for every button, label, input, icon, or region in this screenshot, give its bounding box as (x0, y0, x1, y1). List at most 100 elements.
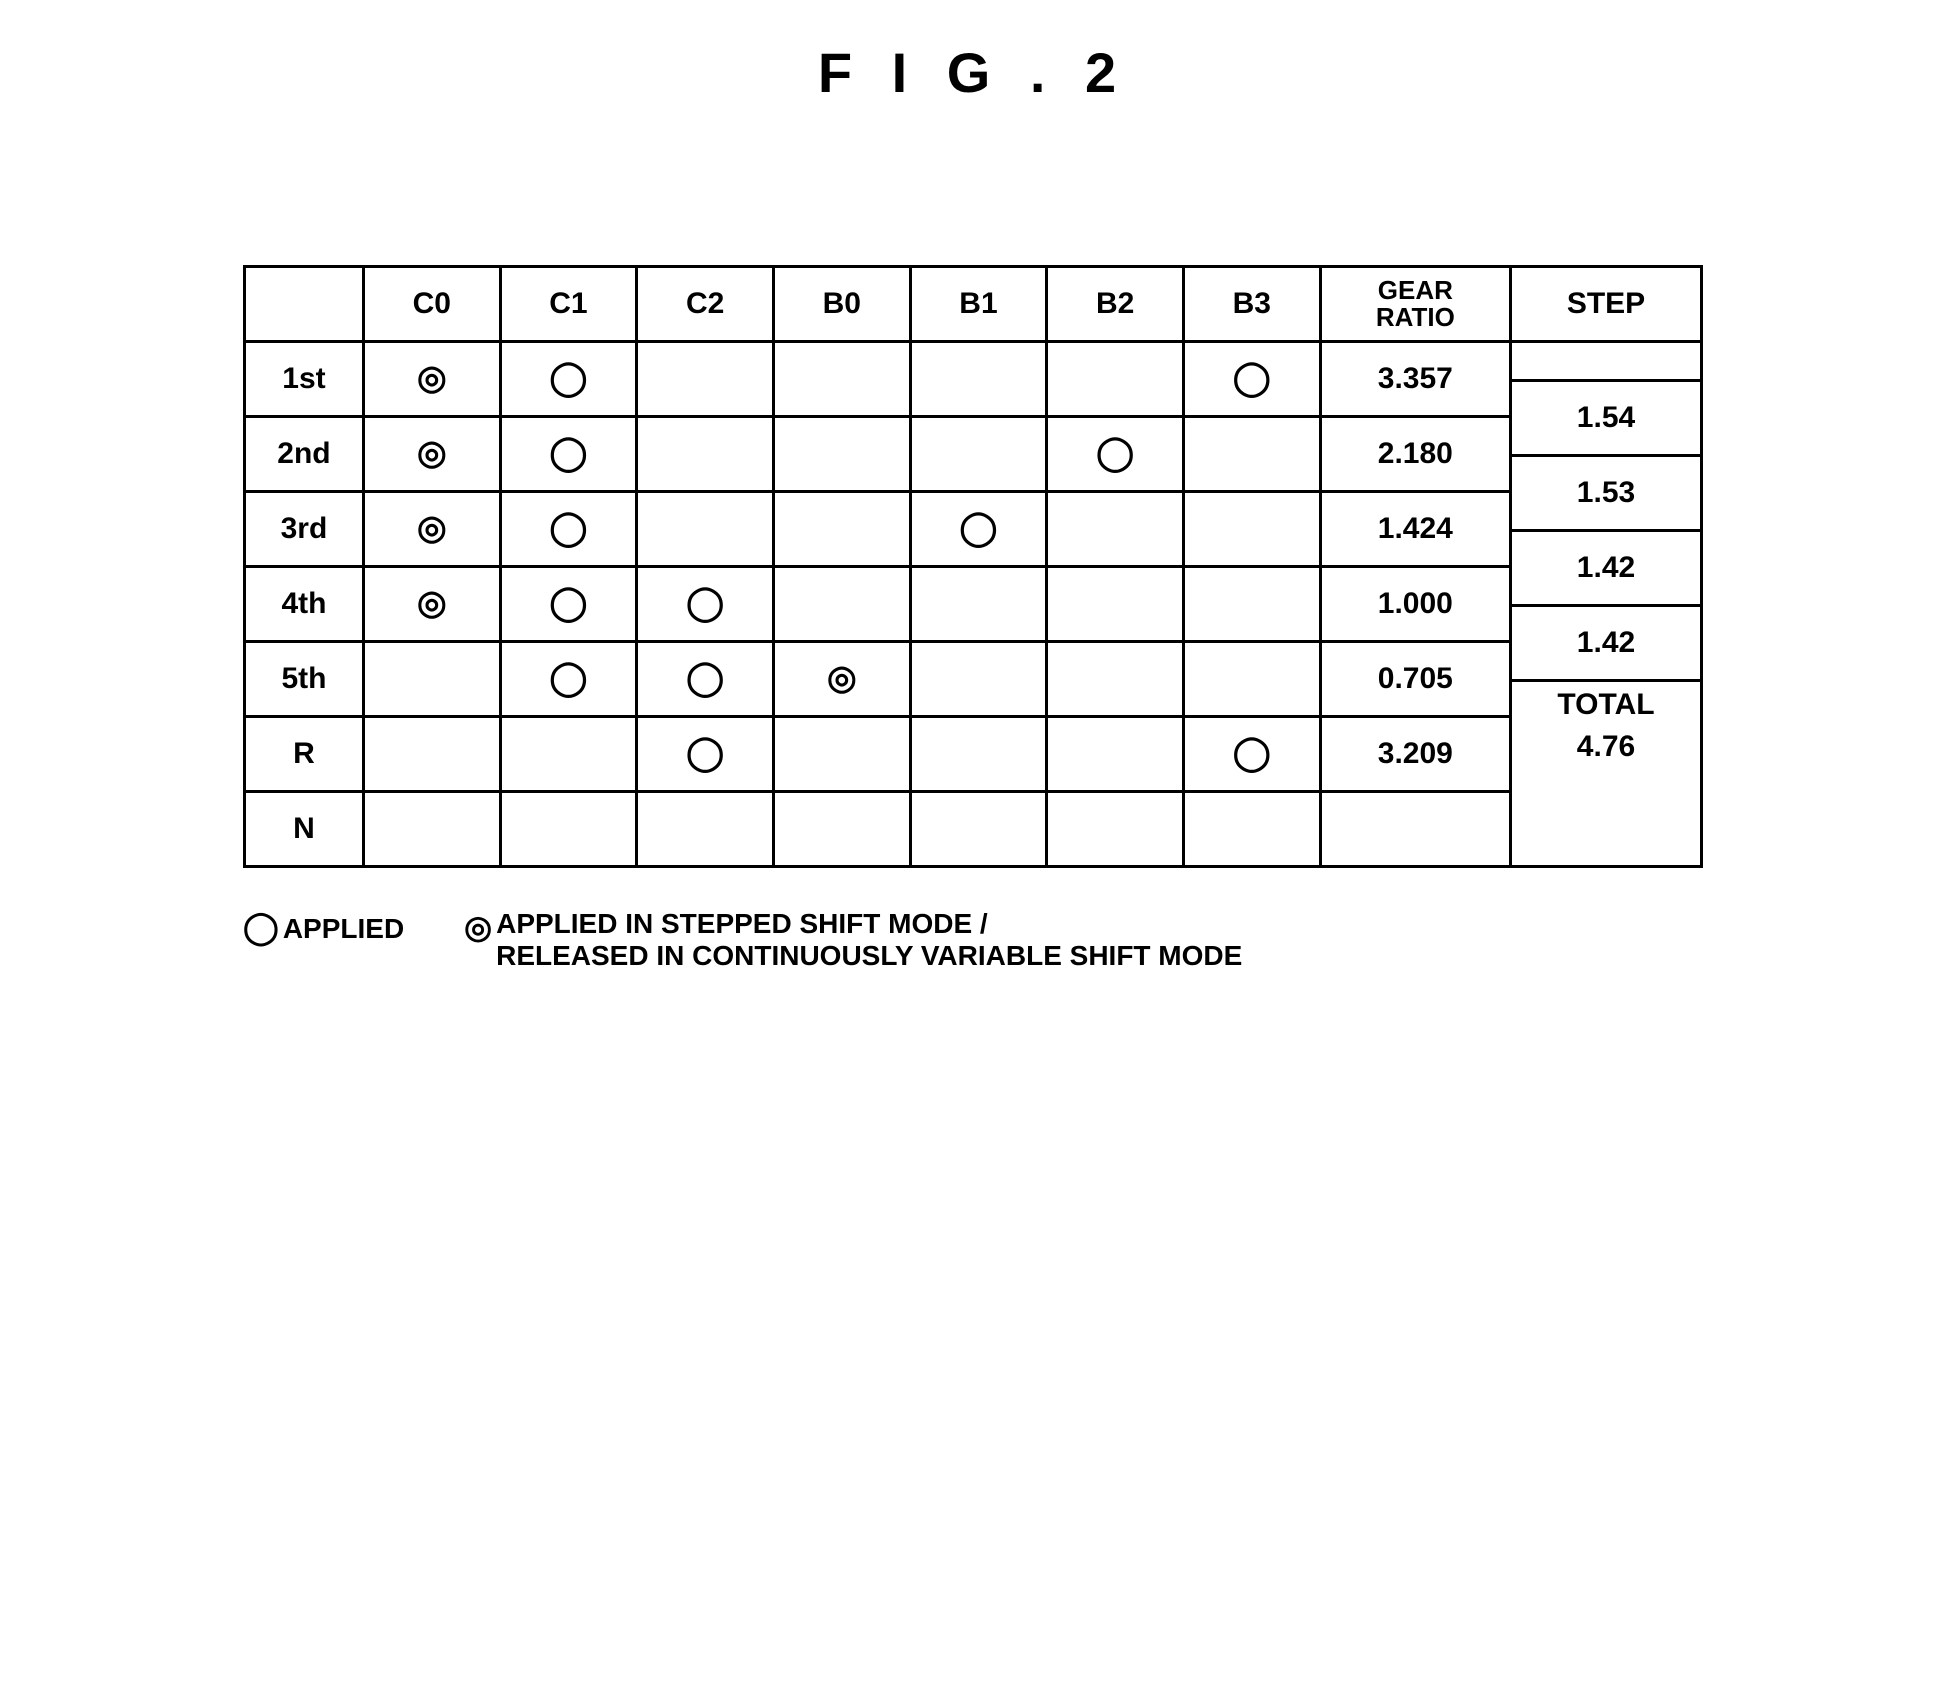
engagement-cell (500, 717, 637, 792)
circle-icon: ◯ (1233, 359, 1271, 397)
row-label: 5th (245, 642, 364, 717)
col-header-b0: B0 (773, 267, 910, 342)
engagement-cell (773, 717, 910, 792)
engagement-cell (773, 342, 910, 417)
engagement-cell: ◯ (1183, 717, 1320, 792)
engagement-cell (1047, 717, 1184, 792)
col-header-step: STEP (1511, 267, 1702, 342)
engagement-cell (500, 792, 637, 867)
circle-icon: ◯ (686, 659, 724, 697)
row-label: 3rd (245, 492, 364, 567)
engagement-cell (363, 717, 500, 792)
engagement-cell (1047, 567, 1184, 642)
legend: ◯APPLIED ◎ APPLIED IN STEPPED SHIFT MODE… (243, 908, 1703, 972)
engagement-cell: ◎ (363, 567, 500, 642)
legend-double-line2: RELEASED IN CONTINUOUSLY VARIABLE SHIFT … (496, 940, 1242, 971)
table-row: 1st◎◯◯3.3571.541.531.421.42TOTAL4.76 (245, 342, 1702, 417)
double-circle-icon: ◎ (464, 908, 492, 946)
col-header-b1: B1 (910, 267, 1047, 342)
engagement-cell (1183, 567, 1320, 642)
row-label: R (245, 717, 364, 792)
engagement-cell: ◯ (1183, 342, 1320, 417)
engagement-cell (773, 492, 910, 567)
engagement-cell (910, 417, 1047, 492)
step-total-value: 4.76 (1577, 730, 1635, 764)
engagement-cell: ◯ (637, 642, 774, 717)
row-label: 1st (245, 342, 364, 417)
circle-icon: ◯ (686, 734, 724, 772)
circle-icon: ◯ (549, 509, 587, 547)
col-header-gear-ratio: GEARRATIO (1320, 267, 1510, 342)
row-label: N (245, 792, 364, 867)
circle-icon: ◯ (549, 584, 587, 622)
engagement-cell (637, 342, 774, 417)
col-header-b3: B3 (1183, 267, 1320, 342)
engagement-cell (910, 792, 1047, 867)
engagement-cell (1183, 642, 1320, 717)
table-row: 5th◯◯◎0.705 (245, 642, 1702, 717)
table-body: 1st◎◯◯3.3571.541.531.421.42TOTAL4.762nd◎… (245, 342, 1702, 867)
circle-icon: ◯ (549, 434, 587, 472)
figure-wrapper: C0 C1 C2 B0 B1 B2 B3 GEARRATIO STEP 1st ◎… (243, 265, 1703, 972)
engagement-cell (637, 792, 774, 867)
row-label: 4th (245, 567, 364, 642)
table-row: R◯◯3.209 (245, 717, 1702, 792)
col-header-b2: B2 (1047, 267, 1184, 342)
engagement-cell (773, 417, 910, 492)
table-header: C0 C1 C2 B0 B1 B2 B3 GEARRATIO STEP (245, 267, 1702, 342)
engagement-cell (637, 417, 774, 492)
engagement-cell: ◯ (1047, 417, 1184, 492)
double-circle-icon: ◎ (417, 434, 447, 472)
engagement-cell (1047, 492, 1184, 567)
table-row: 4th◎ ◯ ◯ 1.000 (245, 567, 1702, 642)
engagement-cell: ◯ (637, 567, 774, 642)
step-value: 1.53 (1512, 454, 1700, 529)
gear-ratio-cell: 2.180 (1320, 417, 1510, 492)
engagement-cell (1183, 792, 1320, 867)
legend-applied: ◯APPLIED (243, 908, 404, 946)
engagement-cell (363, 792, 500, 867)
step-value: 1.54 (1512, 379, 1700, 454)
gear-ratio-cell (1320, 792, 1510, 867)
double-circle-icon: ◎ (417, 359, 447, 397)
engagement-cell: ◯ (500, 567, 637, 642)
engagement-cell (1047, 792, 1184, 867)
gear-shift-table: C0 C1 C2 B0 B1 B2 B3 GEARRATIO STEP 1st ◎… (243, 265, 1703, 868)
col-header-c0: C0 (363, 267, 500, 342)
engagement-cell: ◯ (637, 717, 774, 792)
engagement-cell (910, 567, 1047, 642)
engagement-cell (1183, 417, 1320, 492)
col-header-c1: C1 (500, 267, 637, 342)
engagement-cell: ◎ (773, 642, 910, 717)
gear-ratio-cell: 1.424 (1320, 492, 1510, 567)
circle-icon: ◯ (549, 659, 587, 697)
double-circle-icon: ◎ (827, 659, 857, 697)
legend-double-circle: ◎ APPLIED IN STEPPED SHIFT MODE / RELEAS… (464, 908, 1242, 972)
engagement-cell (773, 792, 910, 867)
engagement-cell (910, 642, 1047, 717)
circle-icon: ◯ (959, 509, 997, 547)
engagement-cell: ◎ (363, 342, 500, 417)
engagement-cell: ◎ (363, 417, 500, 492)
gear-ratio-cell: 3.357 (1320, 342, 1510, 417)
engagement-cell: ◯ (500, 417, 637, 492)
engagement-cell (363, 642, 500, 717)
engagement-cell: ◯ (910, 492, 1047, 567)
row-label: 2nd (245, 417, 364, 492)
col-header-c2: C2 (637, 267, 774, 342)
circle-icon: ◯ (549, 359, 587, 397)
step-value: 1.42 (1512, 604, 1700, 679)
circle-icon: ◯ (1233, 734, 1271, 772)
circle-icon: ◯ (686, 584, 724, 622)
circle-icon: ◯ (243, 909, 279, 945)
gear-ratio-cell: 1.000 (1320, 567, 1510, 642)
engagement-cell (910, 717, 1047, 792)
step-total-label: TOTAL (1557, 688, 1654, 722)
figure-title: F I G . 2 (40, 40, 1906, 105)
engagement-cell (637, 492, 774, 567)
engagement-cell (773, 567, 910, 642)
table-row: 2nd ◎ ◯ ◯ 2.180 (245, 417, 1702, 492)
step-column: 1.541.531.421.42TOTAL4.76 (1511, 342, 1702, 867)
circle-icon: ◯ (1096, 434, 1134, 472)
engagement-cell: ◯ (500, 342, 637, 417)
